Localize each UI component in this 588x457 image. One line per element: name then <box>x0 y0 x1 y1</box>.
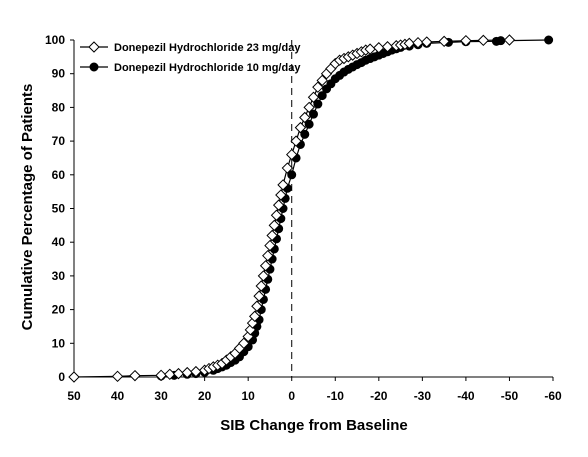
x-tick-label: 30 <box>154 389 168 403</box>
x-tick-label: -50 <box>501 389 519 403</box>
y-tick-label: 60 <box>52 168 66 182</box>
data-point-diamond <box>460 34 472 47</box>
data-point-diamond <box>259 260 272 272</box>
data-point-diamond <box>268 219 281 232</box>
y-tick-label: 80 <box>52 100 66 114</box>
data-point-diamond <box>373 42 385 54</box>
y-tick-label: 50 <box>52 202 66 216</box>
x-tick-label: 50 <box>67 389 81 403</box>
data-point-diamond <box>316 74 328 87</box>
data-point-diamond <box>281 162 294 174</box>
data-point-diamond <box>381 41 394 53</box>
data-point-circle <box>313 99 323 109</box>
data-point-diamond <box>307 91 320 103</box>
data-point-diamond <box>270 209 283 221</box>
data-point-diamond <box>412 36 424 49</box>
data-point-diamond <box>290 135 302 147</box>
data-point-diamond <box>312 81 324 93</box>
data-point-circle <box>304 119 314 129</box>
data-point-circle <box>300 129 310 139</box>
data-point-diamond <box>421 36 433 48</box>
data-point-diamond <box>238 337 250 350</box>
data-point-circle <box>89 62 99 72</box>
x-tick-label: 0 <box>288 389 295 403</box>
data-point-diamond <box>403 37 416 50</box>
x-tick-label: 40 <box>111 389 125 403</box>
data-point-diamond <box>294 121 307 134</box>
data-point-diamond <box>503 34 516 46</box>
data-point-diamond <box>277 179 289 191</box>
y-axis-title: Cumulative Percentage of Patients <box>19 84 36 331</box>
data-point-diamond <box>181 366 193 379</box>
y-tick-label: 20 <box>52 303 66 317</box>
data-point-diamond <box>249 310 261 323</box>
data-point-diamond <box>266 229 278 242</box>
data-point-diamond <box>68 371 80 383</box>
data-point-diamond <box>264 239 276 252</box>
y-tick-label: 70 <box>52 134 66 148</box>
x-tick-label: -10 <box>327 389 345 403</box>
data-point-diamond <box>262 249 274 262</box>
data-point-diamond <box>275 189 287 201</box>
y-tick-label: 0 <box>58 370 65 384</box>
x-axis-title: SIB Change from Baseline <box>220 417 408 434</box>
x-tick-label: -40 <box>457 389 475 403</box>
data-point-circle <box>309 109 318 119</box>
y-tick-label: 100 <box>45 33 65 47</box>
data-point-circle <box>317 91 327 101</box>
x-tick-label: -30 <box>414 389 432 403</box>
legend-item: Donepezil Hydrochloride 23 mg/day <box>80 41 301 54</box>
legend: Donepezil Hydrochloride 23 mg/day Donepez… <box>80 41 301 74</box>
data-point-diamond <box>111 370 124 383</box>
data-point-diamond <box>438 35 450 48</box>
y-tick-label: 10 <box>52 336 66 350</box>
data-point-diamond <box>129 369 141 382</box>
y-tick-label: 30 <box>52 269 66 283</box>
series-donepezil-23mg <box>68 34 516 383</box>
data-point-diamond <box>88 41 100 53</box>
y-tick-label: 90 <box>52 67 66 81</box>
legend-label: Donepezil Hydrochloride 10 mg/day <box>114 62 301 74</box>
legend-label: Donepezil Hydrochloride 23 mg/day <box>114 42 301 54</box>
data-point-diamond <box>255 280 267 292</box>
data-point-diamond <box>246 317 259 329</box>
data-point-circle <box>287 170 297 180</box>
series-line <box>161 39 549 377</box>
data-point-diamond <box>164 368 176 381</box>
data-point-diamond <box>299 111 311 124</box>
data-point-diamond <box>172 367 185 380</box>
x-tick-label: -60 <box>544 389 562 403</box>
data-point-diamond <box>155 369 167 382</box>
y-tick-label: 40 <box>52 235 66 249</box>
data-point-diamond <box>303 101 315 114</box>
data-point-diamond <box>253 290 265 302</box>
data-point-diamond <box>251 300 263 312</box>
x-tick-label: 10 <box>242 389 256 403</box>
data-point-diamond <box>477 34 490 47</box>
data-point-circle <box>544 35 554 45</box>
data-point-diamond <box>286 148 298 161</box>
series-group <box>68 34 554 383</box>
series-donepezil-10mg <box>156 35 554 381</box>
data-point-diamond <box>272 199 285 211</box>
legend-item: Donepezil Hydrochloride 10 mg/day <box>80 62 301 74</box>
data-point-diamond <box>257 270 270 282</box>
x-tick-label: 20 <box>198 389 212 403</box>
x-tick-label: -20 <box>370 389 388 403</box>
axes-group: 50 40 30 20 10 0 -10 -20 -30 -40 -50 -6001020304050… <box>45 33 562 403</box>
